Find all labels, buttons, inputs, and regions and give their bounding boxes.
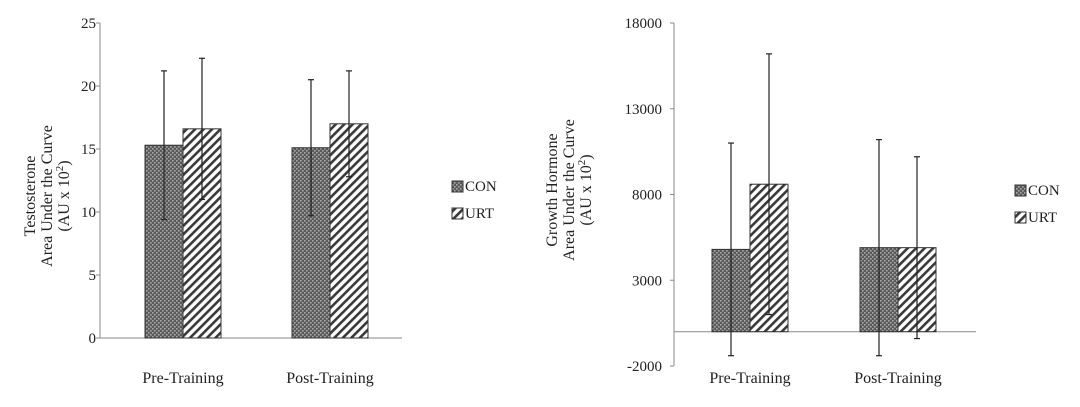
- growth-hormone-chart: -2000 3000 8000 13000 18000 Pre-Training Post-…: [544, 16, 1060, 387]
- testosterone-chart: 0 5 10 15 20 25 Pre-Training Post-Training Testo…: [22, 16, 497, 387]
- x-category-label: Pre-Training: [709, 370, 790, 387]
- y-tick-label: 3000: [632, 273, 662, 289]
- legend-label-urt: URT: [465, 206, 494, 222]
- y-axis-title-line1: Testosterone: [22, 156, 39, 237]
- y-tick-label: 25: [81, 16, 96, 32]
- y-axis-title: Testosterone Area Under the Curve (AU x 10…: [22, 125, 73, 267]
- y-axis-title-line3: (AU x 102): [576, 154, 595, 225]
- legend: CON URT: [451, 179, 497, 222]
- legend-swatch-urt: [451, 207, 464, 220]
- legend: CON URT: [1014, 183, 1060, 226]
- x-category-label: Post-Training: [286, 370, 373, 387]
- legend-label-urt: URT: [1028, 210, 1057, 226]
- y-axis-title-line2: Area Under the Curve: [39, 125, 56, 267]
- legend-swatch-con: [451, 180, 464, 193]
- y-tick-label: 15: [81, 142, 96, 158]
- y-tick-label: 10: [81, 205, 96, 221]
- y-axis-title-line3: (AU x 102): [54, 160, 73, 231]
- y-tick-label: 13000: [625, 102, 663, 118]
- y-tick-label: 8000: [632, 188, 662, 204]
- legend-swatch-urt: [1014, 211, 1027, 224]
- y-tick-label: 5: [89, 268, 97, 284]
- y-tick-label: 20: [81, 79, 96, 95]
- y-axis-title-line2: Area Under the Curve: [561, 119, 578, 261]
- x-category-label: Post-Training: [854, 370, 941, 387]
- y-tick-label: -2000: [627, 359, 662, 375]
- y-axis-title-line1: Growth Hormone: [544, 133, 561, 246]
- y-tick-label: 0: [89, 331, 97, 347]
- y-axis-title: Growth Hormone Area Under the Curve (AU x …: [544, 119, 595, 261]
- legend-label-con: CON: [465, 179, 497, 195]
- y-tick-label: 18000: [625, 16, 663, 32]
- x-category-label: Pre-Training: [142, 370, 223, 387]
- legend-swatch-con: [1014, 184, 1027, 197]
- legend-label-con: CON: [1028, 183, 1060, 199]
